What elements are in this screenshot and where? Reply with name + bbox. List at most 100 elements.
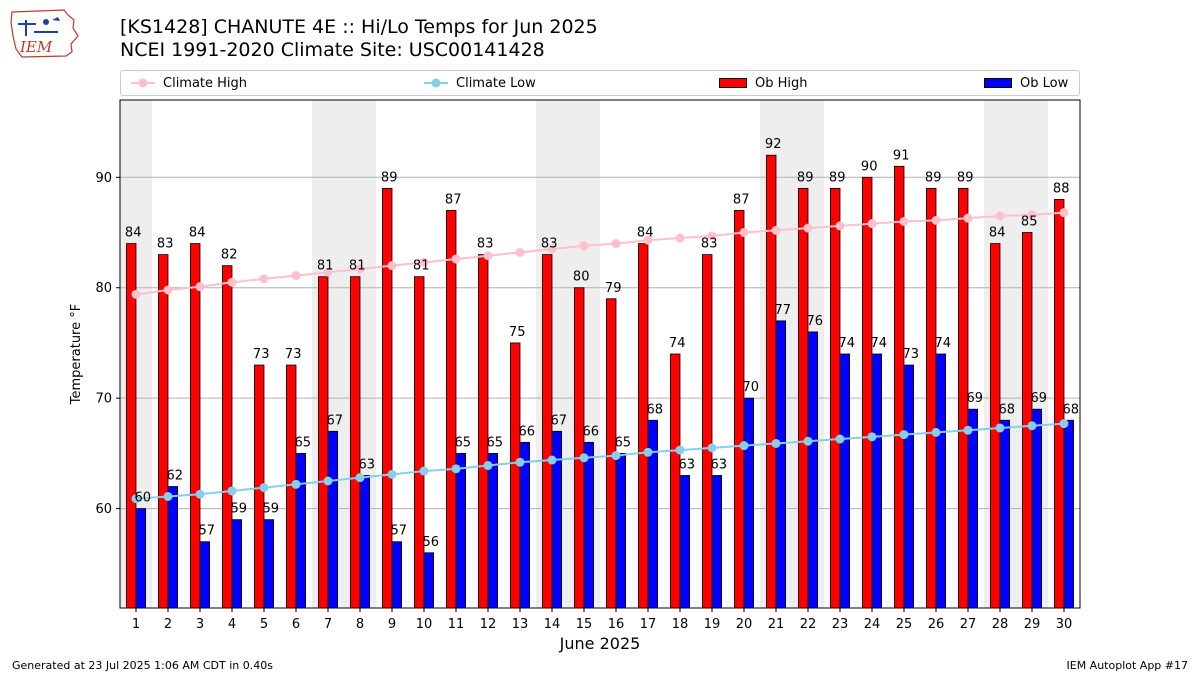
ob-high-value-label: 89 — [829, 170, 846, 185]
y-axis-title: Temperature °F — [69, 304, 84, 405]
ob-high-bar — [862, 176, 873, 609]
ob-low-value-label: 67 — [551, 413, 568, 428]
ob-low-bar — [871, 353, 883, 609]
ob-low-value-label: 68 — [647, 402, 664, 417]
climate-high-point — [579, 241, 589, 251]
ob-high-value-label: 79 — [605, 281, 622, 296]
ob-high-value-label: 89 — [957, 170, 974, 185]
ob-low-value-label: 69 — [967, 391, 984, 406]
y-tick-label: 60 — [95, 502, 112, 517]
ob-low-value-label: 65 — [295, 435, 312, 450]
climate-low-point — [963, 425, 973, 435]
climate-low-point — [771, 438, 781, 448]
ob-high-bar — [894, 165, 905, 609]
ob-high-value-label: 81 — [349, 259, 366, 274]
ob-low-value-label: 56 — [423, 535, 440, 550]
ob-high-bar — [574, 287, 585, 609]
x-tick-label: 28 — [992, 617, 1009, 632]
ob-high-bar — [157, 254, 169, 609]
ob-high-value-label: 84 — [637, 226, 654, 241]
legend-label: Climate High — [163, 75, 248, 91]
ob-high-bar — [413, 276, 425, 609]
climate-high-point — [387, 261, 397, 271]
x-tick-label: 17 — [640, 617, 657, 632]
climate-low-point — [419, 466, 429, 476]
y-tick-label: 70 — [95, 392, 112, 407]
x-tick-label: 12 — [480, 617, 497, 632]
ob-low-bar — [679, 475, 691, 609]
climate-low-point — [739, 441, 749, 451]
x-tick-label: 21 — [768, 617, 785, 632]
ob-low-value-label: 63 — [359, 457, 376, 472]
legend-patch-icon — [984, 78, 1012, 88]
x-tick-label: 22 — [800, 617, 817, 632]
legend-item-ob-high: Ob High — [719, 71, 808, 95]
ob-high-value-label: 74 — [669, 336, 686, 351]
legend-patch-icon — [719, 78, 747, 88]
ob-high-value-label: 83 — [701, 237, 718, 252]
ob-low-value-label: 65 — [455, 435, 472, 450]
climate-high-point — [931, 215, 941, 225]
x-tick-label: 14 — [544, 617, 561, 632]
ob-low-bar — [935, 353, 947, 609]
ob-high-value-label: 89 — [925, 170, 942, 185]
ob-high-value-label: 82 — [221, 248, 238, 263]
ob-high-value-label: 89 — [381, 170, 398, 185]
x-tick-label: 13 — [512, 617, 529, 632]
ob-low-value-label: 69 — [1031, 391, 1048, 406]
ob-low-bar — [839, 353, 851, 609]
climate-low-point — [515, 457, 525, 467]
x-tick-label: 30 — [1056, 617, 1073, 632]
ob-low-bar — [327, 430, 339, 609]
climate-high-point — [739, 228, 749, 238]
ob-high-bar — [638, 243, 649, 609]
ob-low-bar — [583, 441, 595, 609]
x-tick-label: 25 — [896, 617, 913, 632]
climate-high-point — [1027, 210, 1037, 220]
climate-low-point — [835, 434, 845, 444]
ob-low-value-label: 66 — [583, 424, 600, 439]
climate-high-point — [291, 271, 301, 281]
climate-high-point — [323, 267, 333, 277]
chart-title: [KS1428] CHANUTE 4E :: Hi/Lo Temps for J… — [120, 16, 598, 38]
climate-high-point — [835, 221, 845, 231]
x-tick-label: 19 — [704, 617, 721, 632]
chart-subtitle: NCEI 1991-2020 Climate Site: USC00141428 — [120, 39, 545, 61]
climate-low-point — [803, 436, 813, 446]
climate-high-point — [355, 264, 365, 274]
ob-low-value-label: 62 — [167, 469, 184, 484]
climate-low-point — [1027, 421, 1037, 431]
x-tick-label: 29 — [1024, 617, 1041, 632]
x-tick-label: 26 — [928, 617, 945, 632]
climate-low-point — [259, 483, 269, 493]
climate-low-point — [195, 489, 205, 499]
x-tick-label: 27 — [960, 617, 977, 632]
ob-low-value-label: 70 — [743, 380, 760, 395]
x-tick-label: 1 — [132, 617, 140, 632]
ob-low-bar — [1063, 419, 1075, 609]
x-tick-label: 2 — [164, 617, 172, 632]
ob-high-bar — [477, 254, 489, 609]
ob-low-bar — [999, 419, 1011, 609]
ob-high-value-label: 91 — [893, 148, 910, 163]
climate-low-point — [931, 427, 941, 437]
climate-high-point — [163, 285, 173, 295]
climate-low-point — [291, 479, 301, 489]
climate-high-point — [483, 251, 493, 261]
x-tick-label: 6 — [292, 617, 300, 632]
ob-high-value-label: 83 — [477, 237, 494, 252]
climate-low-point — [483, 461, 493, 471]
ob-low-bar — [967, 408, 979, 609]
climate-low-point — [707, 443, 717, 453]
ob-low-bar — [167, 486, 179, 609]
ob-low-bar — [359, 475, 371, 609]
ob-low-bar — [711, 475, 723, 609]
ob-high-bar — [798, 187, 809, 609]
y-tick-label: 90 — [95, 171, 112, 186]
climate-low-point — [227, 486, 237, 496]
ob-high-value-label: 84 — [989, 226, 1006, 241]
ob-low-bar — [455, 452, 467, 609]
climate-high-point — [803, 223, 813, 233]
ob-low-bar — [423, 552, 435, 609]
ob-low-value-label: 68 — [1063, 402, 1080, 417]
